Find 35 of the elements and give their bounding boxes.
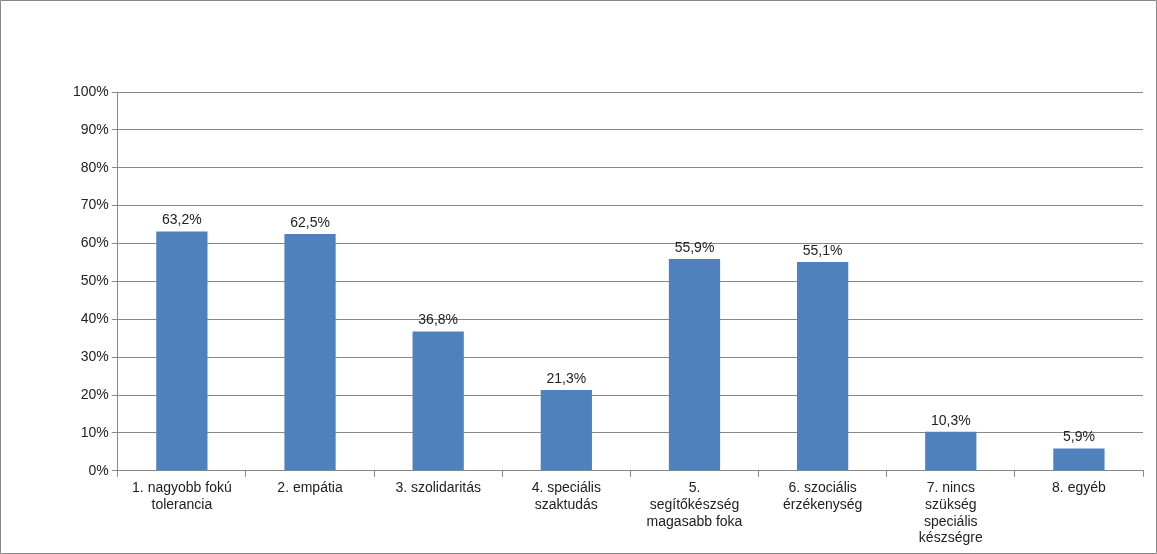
bar <box>668 259 721 471</box>
x-tick-label: 6. szociális érzékenység <box>782 479 863 512</box>
bar <box>412 331 464 471</box>
bar <box>540 390 592 471</box>
data-label: 5,9% <box>1062 428 1095 445</box>
y-tick-label: 0% <box>88 461 109 478</box>
x-tick-label: 1. nagyobb fokú tolerancia <box>132 479 232 512</box>
y-tick-label: 80% <box>80 158 109 175</box>
y-tick-label: 10% <box>80 423 109 440</box>
bar <box>925 431 977 471</box>
x-tick-label: 8. egyéb <box>1052 479 1106 496</box>
data-label: 10,3% <box>930 411 971 428</box>
data-label: 55,9% <box>674 238 715 255</box>
data-label: 55,1% <box>802 241 843 258</box>
x-tick-label: 5. segítőkészség magasabb foka <box>646 479 743 529</box>
y-tick-label: 100% <box>72 82 109 99</box>
data-label: 62,5% <box>290 213 330 230</box>
x-tick-label: 2. empátia <box>277 479 343 496</box>
y-tick-label: 50% <box>80 272 109 289</box>
y-tick-label: 40% <box>80 310 109 327</box>
y-tick-label: 60% <box>80 234 109 251</box>
y-tick-label: 70% <box>80 196 109 213</box>
y-tick-label: 30% <box>80 348 109 365</box>
x-tick-label: 7. nincs szükség speciális készségre <box>918 479 983 546</box>
data-label: 36,8% <box>418 311 459 328</box>
data-label: 21,3% <box>546 369 587 386</box>
bar <box>284 234 336 471</box>
y-tick-label: 90% <box>80 120 109 137</box>
bar <box>156 231 208 471</box>
x-tick-label: 3. szolidaritás <box>395 479 481 496</box>
bar <box>1053 448 1105 471</box>
data-label: 63,2% <box>162 211 202 228</box>
y-tick-label: 20% <box>80 385 109 402</box>
x-tick-label: 4. speciális szaktudás <box>531 479 601 512</box>
bar <box>797 262 849 471</box>
